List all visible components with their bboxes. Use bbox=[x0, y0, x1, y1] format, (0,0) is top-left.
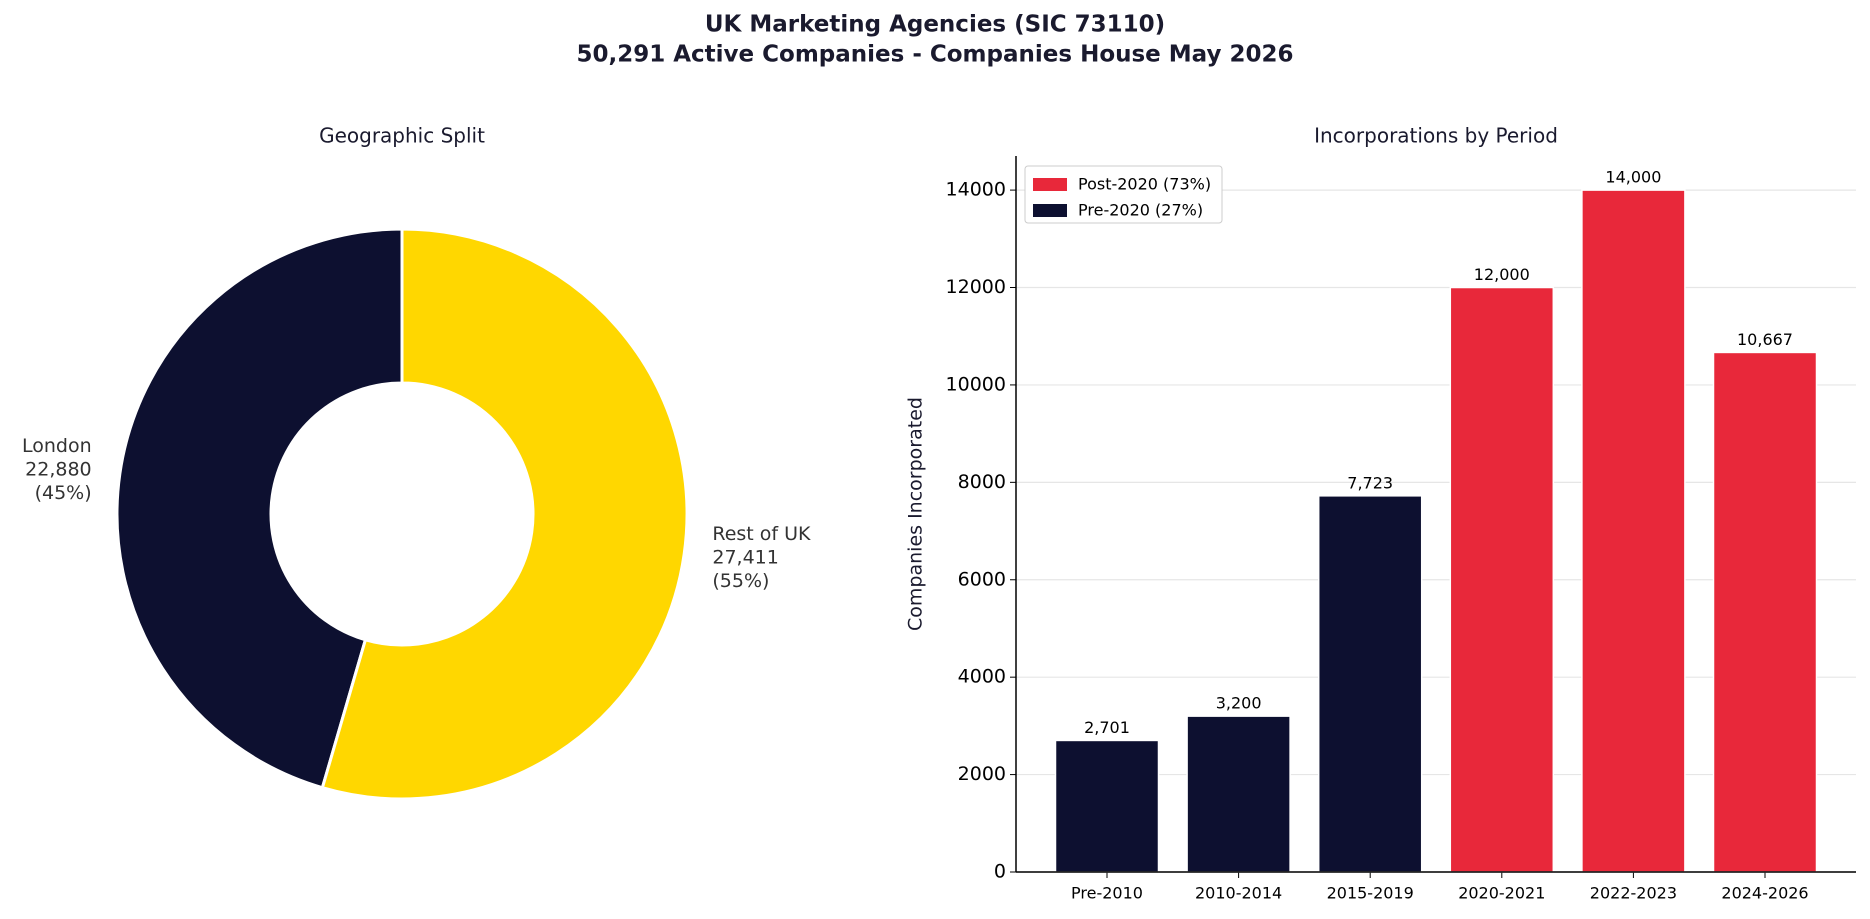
bar-value-label: 3,200 bbox=[1216, 694, 1262, 713]
bar-value-label: 10,667 bbox=[1737, 330, 1793, 349]
bar bbox=[1186, 715, 1291, 873]
legend-label: Pre-2020 (27%) bbox=[1078, 201, 1203, 220]
x-tick-label: 2024-2026 bbox=[1721, 884, 1808, 903]
x-tick-label: 2010-2014 bbox=[1195, 884, 1282, 903]
x-tick-label: 2020-2021 bbox=[1458, 884, 1545, 903]
bar-value-label: 2,701 bbox=[1084, 718, 1130, 737]
bar bbox=[1449, 286, 1555, 873]
y-tick-label: 2000 bbox=[958, 763, 1006, 785]
x-tick-label: 2015-2019 bbox=[1327, 884, 1414, 903]
bar-value-label: 7,723 bbox=[1347, 473, 1393, 492]
y-tick-label: 0 bbox=[994, 861, 1006, 883]
slice-label: 27,411 bbox=[712, 547, 778, 569]
slice-label: 22,880 bbox=[25, 458, 91, 480]
legend-swatch bbox=[1033, 204, 1067, 217]
bar-value-label: 12,000 bbox=[1474, 265, 1530, 284]
bar-value-label: 14,000 bbox=[1605, 168, 1661, 187]
legend-box bbox=[1024, 165, 1223, 224]
figure-title: UK Marketing Agencies (SIC 73110) bbox=[705, 12, 1165, 38]
y-tick-label: 10000 bbox=[946, 373, 1006, 395]
legend-label: Post-2020 (73%) bbox=[1078, 175, 1211, 194]
bar bbox=[1712, 351, 1818, 873]
bar bbox=[1581, 189, 1686, 873]
y-tick-label: 14000 bbox=[946, 179, 1006, 201]
chart-title: Geographic Split bbox=[319, 124, 485, 148]
x-tick-label: 2022-2023 bbox=[1590, 884, 1677, 903]
figure-title: 50,291 Active Companies - Companies Hous… bbox=[576, 42, 1293, 68]
bar bbox=[1054, 739, 1160, 873]
y-tick-label: 8000 bbox=[958, 471, 1006, 493]
slice-label: London bbox=[22, 435, 92, 457]
y-tick-label: 12000 bbox=[946, 276, 1006, 298]
y-axis-label: Companies Incorporated bbox=[905, 397, 927, 631]
bar bbox=[1317, 495, 1423, 873]
x-tick-label: Pre-2010 bbox=[1071, 884, 1143, 903]
slice-label: Rest of UK bbox=[712, 523, 811, 545]
y-tick-label: 4000 bbox=[958, 666, 1006, 688]
donut-slice bbox=[320, 227, 689, 801]
slice-label: (55%) bbox=[712, 570, 769, 592]
legend-swatch bbox=[1033, 178, 1067, 191]
donut-slice bbox=[115, 227, 404, 790]
y-tick-label: 6000 bbox=[958, 568, 1006, 590]
slice-label: (45%) bbox=[35, 482, 92, 504]
chart-title: Incorporations by Period bbox=[1314, 124, 1558, 148]
